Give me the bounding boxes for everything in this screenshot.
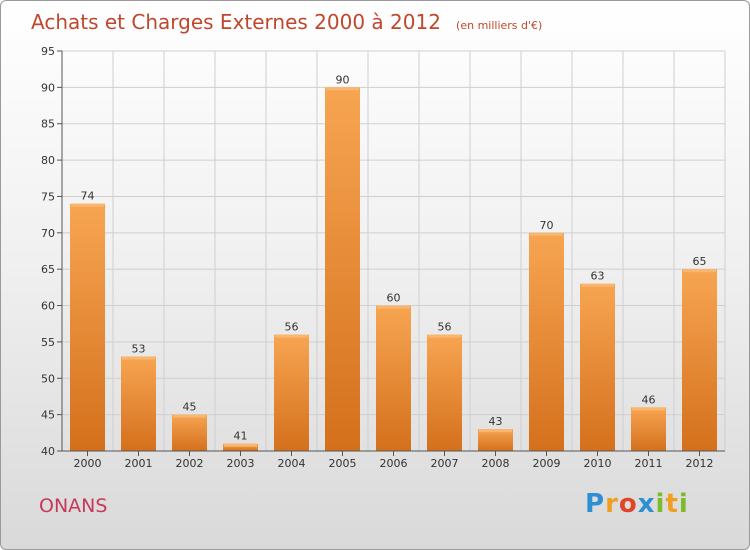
x-tick-label: 2002	[176, 457, 204, 470]
bar-group: 41	[223, 430, 258, 451]
logo-letter: o	[618, 489, 638, 519]
x-tick-label: 2012	[686, 457, 714, 470]
y-tick-label: 85	[41, 118, 55, 131]
y-tick-label: 65	[41, 263, 55, 276]
logo-letter: x	[637, 489, 656, 519]
bar	[631, 407, 666, 451]
bar-group: 46	[631, 393, 666, 451]
bar	[376, 305, 411, 451]
x-tick-label: 2001	[125, 457, 153, 470]
bar-highlight	[122, 356, 155, 360]
bar	[580, 283, 615, 451]
bar-group: 60	[376, 292, 411, 451]
bar-highlight	[683, 269, 716, 273]
bar-value-label: 41	[234, 430, 248, 443]
bar-highlight	[326, 87, 359, 91]
bar-highlight	[530, 232, 563, 236]
bar-highlight	[173, 414, 206, 418]
x-tick-label: 2010	[584, 457, 612, 470]
bar	[70, 203, 105, 451]
y-tick-label: 50	[41, 372, 55, 385]
logo-letter: i	[655, 489, 666, 519]
bar-group: 56	[274, 321, 309, 451]
bar-highlight	[428, 334, 461, 338]
bar-value-label: 45	[183, 401, 197, 414]
y-tick-label: 75	[41, 190, 55, 203]
logo-letter: P	[585, 489, 606, 519]
bar-value-label: 53	[132, 342, 146, 355]
bar-highlight	[581, 283, 614, 287]
x-tick-label: 2000	[74, 457, 102, 470]
bar	[172, 414, 207, 451]
bars: 74 53 45 41 56 90 60 56 43 70 63 46 65	[70, 73, 717, 451]
bar-group: 53	[121, 342, 156, 451]
bar-group: 74	[70, 190, 105, 451]
chart-title-text: Achats et Charges Externes 2000 à 2012	[31, 10, 441, 34]
bar-group: 45	[172, 401, 207, 451]
bar-highlight	[479, 429, 512, 433]
bar-highlight	[275, 334, 308, 338]
bar-group: 65	[682, 255, 717, 451]
logo-letter: t	[665, 489, 679, 519]
bar-value-label: 65	[693, 255, 707, 268]
y-tick-label: 60	[41, 300, 55, 313]
bar-group: 43	[478, 415, 513, 451]
bar-value-label: 63	[591, 270, 605, 283]
chart-subtitle: (en milliers d'€)	[456, 19, 542, 32]
x-tick-label: 2009	[533, 457, 561, 470]
y-tick-label: 55	[41, 336, 55, 349]
bar-group: 56	[427, 321, 462, 451]
y-tick-label: 45	[41, 409, 55, 422]
axes: 40 45 50 55 60 65 70 75 80 85 90 95 2000 2001 2002 2003…	[41, 45, 725, 470]
y-tick-label: 80	[41, 154, 55, 167]
commune-name: ONANS	[39, 495, 108, 517]
y-tick-label: 90	[41, 81, 55, 94]
bar-highlight	[71, 203, 104, 207]
bar	[223, 443, 258, 451]
x-tick-label: 2011	[635, 457, 663, 470]
x-tick-label: 2006	[380, 457, 408, 470]
x-tick-label: 2008	[482, 457, 510, 470]
logo-letter: r	[605, 489, 619, 519]
bar-value-label: 56	[285, 321, 299, 334]
x-tick-label: 2003	[227, 457, 255, 470]
bar-value-label: 56	[438, 321, 452, 334]
bar	[529, 232, 564, 451]
bar-highlight	[377, 305, 410, 309]
bar	[121, 356, 156, 451]
proxiti-logo: Proxiti	[585, 489, 689, 519]
bar	[274, 334, 309, 451]
bar-value-label: 90	[336, 73, 350, 86]
bar-value-label: 74	[81, 190, 95, 203]
chart-title: Achats et Charges Externes 2000 à 2012 (…	[31, 10, 542, 34]
bar-value-label: 60	[387, 292, 401, 305]
y-tick-label: 70	[41, 227, 55, 240]
y-tick-label: 95	[41, 45, 55, 58]
x-tick-label: 2007	[431, 457, 459, 470]
bar-group: 63	[580, 270, 615, 451]
bar-value-label: 46	[642, 393, 656, 406]
logo-letter: i	[678, 489, 689, 519]
bar-group: 90	[325, 73, 360, 451]
bar	[325, 87, 360, 451]
bar-group: 70	[529, 219, 564, 451]
x-tick-label: 2004	[278, 457, 306, 470]
bar	[682, 269, 717, 451]
bar-value-label: 70	[540, 219, 554, 232]
x-tick-label: 2005	[329, 457, 357, 470]
bar-highlight	[224, 443, 257, 447]
bar	[427, 334, 462, 451]
bar-value-label: 43	[489, 415, 503, 428]
bar-highlight	[632, 407, 665, 411]
y-tick-label: 40	[41, 445, 55, 458]
bar	[478, 429, 513, 451]
